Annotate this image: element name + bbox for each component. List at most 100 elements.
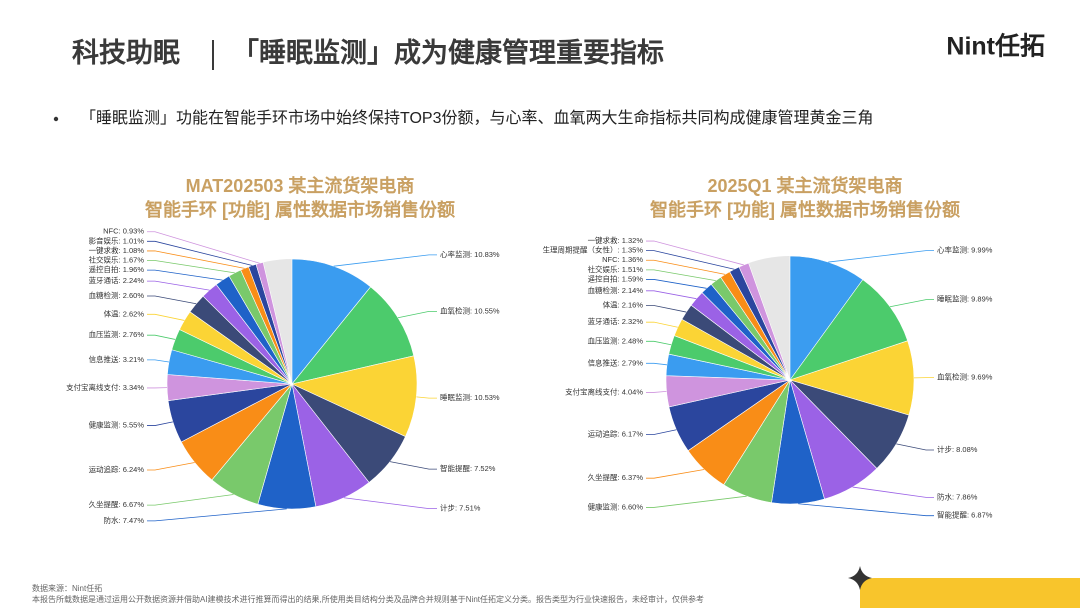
leader-line — [147, 313, 185, 321]
leader-line — [147, 421, 173, 426]
chart-title: 智能手环 [功能] 属性数据市场销售份额 — [650, 199, 960, 220]
leader-line — [147, 508, 287, 522]
leader-line — [646, 362, 667, 366]
pie-slice — [788, 340, 915, 416]
slice-label: 信息推送: 3.21% — [89, 354, 145, 364]
slice-label: 心率监测: 9.99% — [937, 245, 993, 255]
slice-label: 信息推送: 2.79% — [588, 357, 644, 367]
leader-line — [389, 461, 437, 470]
leader-line — [147, 250, 245, 269]
slice-label: 体温: 2.16% — [603, 299, 644, 309]
leader-line — [147, 359, 170, 363]
slice-label: 运动追踪: 6.17% — [588, 429, 644, 439]
slice-label: 血氧检测: 10.55% — [440, 305, 500, 315]
leader-line — [646, 340, 672, 346]
leader-line — [828, 250, 934, 263]
slice-label: 心率监测: 10.83% — [440, 249, 500, 259]
slice-label: 血氧检测: 9.69% — [937, 372, 993, 382]
footer-source: 数据来源：Nint任拓 — [32, 583, 102, 593]
pie-slice — [255, 262, 293, 385]
chart-title: 2025Q1 某主流货架电商 — [707, 175, 902, 196]
pie-slice — [291, 286, 415, 385]
slice-label: 一键求救: 1.08% — [89, 245, 145, 255]
pie-slice — [789, 255, 864, 381]
slice-label: 久坐提醒: 6.67% — [89, 499, 145, 509]
footer-note: 本报告所载数据是通过运用公开数据资源并借助AI建模技术进行推算而得出的结果,所使… — [32, 594, 704, 604]
leader-line — [147, 295, 197, 305]
leader-line — [343, 497, 437, 510]
leader-line — [147, 231, 260, 264]
slice-label: 智能提醒: 7.52% — [440, 463, 496, 473]
slice-label: 蓝牙通话: 2.32% — [588, 316, 644, 326]
leader-line — [646, 240, 744, 266]
bullet-text: 「睡眠监测」功能在智能手环市场中始终保持TOP3份额，与心率、血氧两大生命指标共… — [80, 109, 874, 127]
leader-line — [646, 390, 667, 393]
leader-line — [646, 321, 678, 328]
slice-label: 睡眠监测: 9.89% — [937, 294, 993, 304]
leader-line — [646, 259, 726, 275]
leader-line — [646, 279, 707, 289]
leader-line — [147, 260, 235, 274]
slice-label: 血糖检测: 2.14% — [588, 285, 644, 295]
title-divider — [212, 40, 214, 70]
leader-line — [147, 280, 210, 291]
slice-label: NFC: 0.93% — [103, 227, 144, 236]
slice-label: 计步: 7.51% — [440, 503, 481, 513]
slice-label: 血压监测: 2.48% — [588, 335, 644, 345]
title-left: 科技助眠 — [72, 38, 180, 68]
slice-label: 血压监测: 2.76% — [89, 329, 145, 339]
leader-line — [646, 250, 735, 270]
leader-line — [147, 462, 195, 471]
slice-label: 支付宝离线支付: 4.04% — [565, 386, 643, 396]
pie-slice — [291, 355, 418, 437]
slice-label: 健康监测: 5.55% — [89, 420, 145, 430]
sparkle — [848, 566, 872, 590]
leader-line — [798, 503, 934, 517]
leader-line — [852, 486, 934, 498]
leader-line — [646, 305, 687, 313]
bullet-dot — [53, 116, 59, 122]
slice-label: 影音娱乐: 1.01% — [89, 235, 145, 245]
slice-label: 一键求救: 1.32% — [588, 235, 644, 245]
leader-line — [147, 494, 234, 506]
logo: Nint任拓 — [946, 33, 1045, 61]
slice-label: 计步: 8.08% — [937, 444, 978, 454]
slice-label: 睡眠监测: 10.53% — [440, 392, 500, 402]
leader-line — [646, 495, 747, 508]
slice-label: 生理周期提醒（女性）: 1.35% — [543, 245, 644, 255]
slice-label: 遥控自拍: 1.59% — [588, 273, 644, 283]
leader-line — [646, 429, 677, 435]
slice-label: 防水: 7.47% — [104, 515, 145, 525]
leader-line — [889, 299, 934, 308]
slice-label: 社交娱乐: 1.51% — [588, 264, 644, 274]
slice-label: 运动追踪: 6.24% — [89, 464, 145, 474]
slice-label: 久坐提醒: 6.37% — [588, 472, 644, 482]
slice-label: 社交娱乐: 1.67% — [89, 254, 145, 264]
leader-line — [646, 269, 716, 282]
leader-line — [646, 290, 697, 300]
slice-label: 支付宝离线支付: 3.34% — [66, 382, 144, 392]
slice-label: 蓝牙通话: 2.24% — [89, 275, 145, 285]
corner-decoration — [860, 578, 1080, 608]
leader-line — [416, 396, 437, 399]
slice-label: 体温: 2.62% — [104, 308, 145, 318]
leader-line — [147, 269, 223, 281]
leader-line — [646, 469, 705, 479]
leader-line — [896, 443, 934, 451]
slice-label: 遥控自拍: 1.96% — [89, 264, 145, 274]
leader-line — [333, 254, 437, 267]
slice-label: NFC: 1.36% — [602, 255, 643, 264]
pie-slice — [789, 279, 909, 381]
leader-line — [147, 334, 176, 340]
slice-label: 血糖检测: 2.60% — [89, 290, 145, 300]
title-right: 「睡眠监测」成为健康管理重要指标 — [232, 37, 664, 68]
slice-label: 防水: 7.86% — [937, 491, 978, 501]
leader-line — [147, 240, 253, 266]
slice-label: 智能提醒: 6.87% — [937, 510, 993, 520]
chart-title: 智能手环 [功能] 属性数据市场销售份额 — [145, 199, 455, 220]
chart-title: MAT202503 某主流货架电商 — [186, 175, 415, 196]
slice-label: 健康监测: 6.60% — [588, 501, 644, 511]
